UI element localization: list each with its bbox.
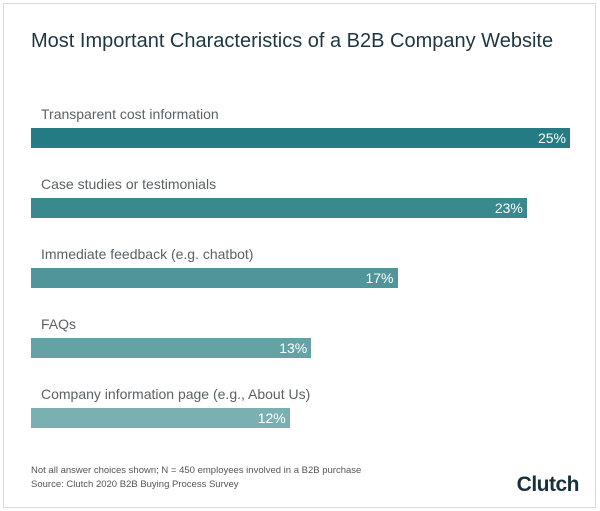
- category-label: Transparent cost information: [41, 106, 219, 122]
- bar: 25%: [31, 128, 570, 148]
- data-label: 13%: [279, 340, 308, 356]
- data-label: 23%: [494, 200, 523, 216]
- bar: 17%: [31, 268, 398, 288]
- bar: 23%: [31, 198, 527, 218]
- data-label: 12%: [257, 410, 286, 426]
- category-label: Case studies or testimonials: [41, 176, 217, 192]
- chart-title: Most Important Characteristics of a B2B …: [31, 30, 554, 52]
- category-label: Immediate feedback (e.g. chatbot): [41, 246, 254, 262]
- clutch-logo: Clutch: [516, 473, 580, 496]
- data-label: 17%: [365, 270, 394, 286]
- data-label: 25%: [537, 130, 566, 146]
- chart-card: [3, 3, 596, 508]
- bar: 13%: [31, 338, 312, 358]
- footnote: Not all answer choices shown; N = 450 em…: [31, 465, 362, 476]
- category-label: FAQs: [41, 316, 77, 332]
- category-label: Company information page (e.g., About Us…: [41, 386, 311, 402]
- source-note: Source: Clutch 2020 B2B Buying Process S…: [31, 479, 239, 490]
- bar: 12%: [31, 408, 290, 428]
